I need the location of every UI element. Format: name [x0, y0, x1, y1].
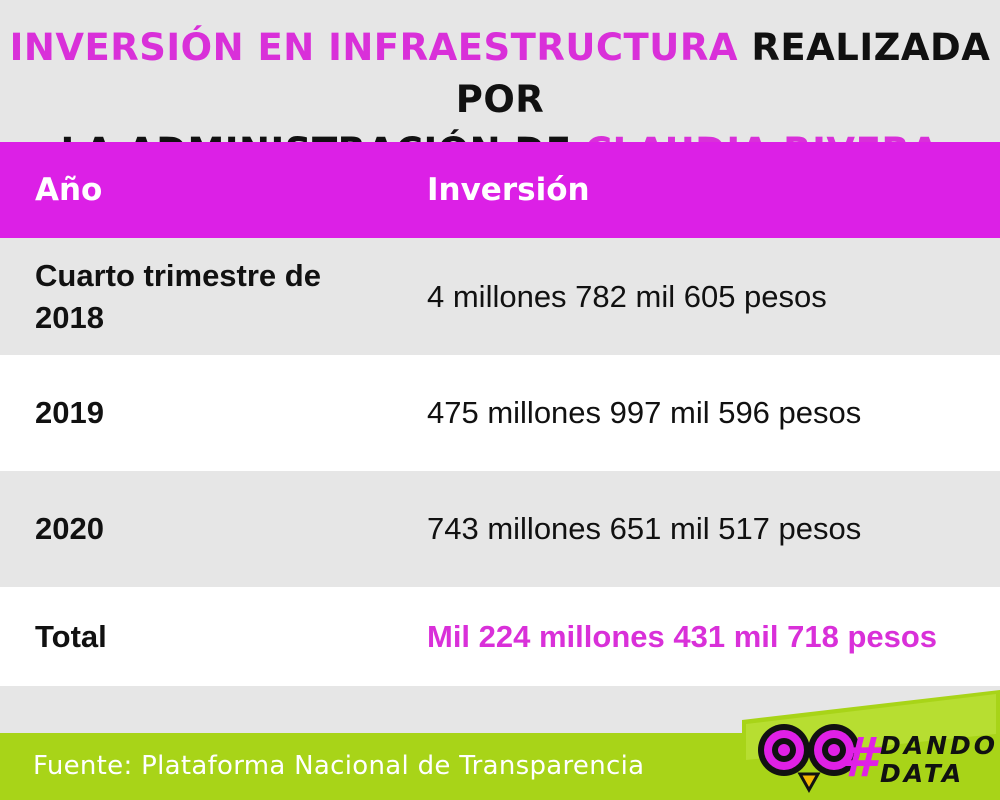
- header-year: Año: [35, 172, 103, 208]
- table-row: 2020 743 millones 651 mil 517 pesos: [0, 471, 1000, 587]
- table-row-total: Total Mil 224 millones 431 mil 718 pesos: [0, 587, 1000, 686]
- row-year: 2020: [35, 511, 104, 546]
- header-investment: Inversión: [427, 172, 590, 208]
- logo-graphic: [742, 690, 1000, 800]
- row-year: Cuarto trimestre de 2018: [35, 257, 321, 335]
- logo-word-data: DATA: [880, 759, 965, 788]
- table-row: 2019 475 millones 997 mil 596 pesos: [0, 355, 1000, 471]
- row-year: Total: [35, 618, 107, 654]
- title-highlight-1: INVERSIÓN EN INFRAESTRUCTURA: [9, 26, 738, 69]
- logo-word-dando: DANDO: [880, 731, 999, 760]
- dando-data-logo: # DANDO DATA: [742, 690, 1000, 800]
- title-text-1: REALIZADA POR: [455, 26, 991, 121]
- logo-hash: #: [840, 726, 878, 789]
- table-header: Año Inversión: [0, 142, 1000, 238]
- row-investment: 475 millones 997 mil 596 pesos: [427, 395, 862, 430]
- row-investment: 743 millones 651 mil 517 pesos: [427, 511, 862, 546]
- source-text: Fuente: Plataforma Nacional de Transpare…: [33, 751, 645, 781]
- table-row: Cuarto trimestre de 2018 4 millones 782 …: [0, 238, 1000, 355]
- row-investment-total: Mil 224 millones 431 mil 718 pesos: [427, 618, 938, 654]
- title-line-1: INVERSIÓN EN INFRAESTRUCTURA REALIZADA P…: [0, 22, 1000, 126]
- row-year: 2019: [35, 395, 104, 430]
- row-investment: 4 millones 782 mil 605 pesos: [427, 278, 827, 314]
